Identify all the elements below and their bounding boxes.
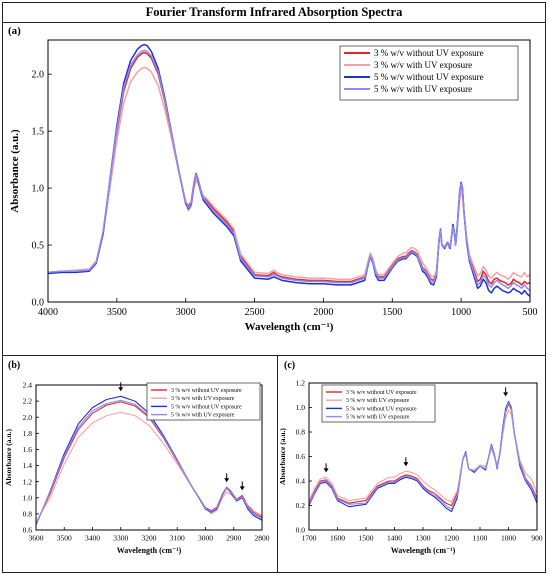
arrow-head-b bbox=[224, 478, 229, 482]
series-line-b-2 bbox=[36, 412, 262, 522]
y-tick-label-a: 1.5 bbox=[32, 127, 45, 138]
x-tick-label-c: 1600 bbox=[330, 534, 345, 543]
y-tick-label-c: 0.6 bbox=[296, 452, 306, 461]
x-tick-label-b: 3400 bbox=[85, 534, 100, 543]
y-axis-label-c: Absorbance (a.u.) bbox=[278, 428, 287, 485]
x-tick-label-a: 2000 bbox=[313, 307, 333, 318]
x-tick-label-a: 2500 bbox=[245, 307, 265, 318]
x-axis-label-a: Wavelength (cm⁻¹) bbox=[245, 321, 334, 333]
legend-label-c-1: 3 % w/v without UV exposure bbox=[346, 390, 417, 396]
y-tick-label-c: 1.2 bbox=[296, 379, 306, 388]
y-tick-label-a: 0.5 bbox=[32, 241, 45, 252]
x-tick-label-c: 900 bbox=[531, 534, 543, 543]
y-tick-label-a: 0.0 bbox=[32, 298, 45, 309]
y-tick-label-c: 0.8 bbox=[296, 428, 306, 437]
x-tick-label-c: 1000 bbox=[501, 534, 516, 543]
y-tick-label-b: 1.8 bbox=[23, 429, 33, 438]
x-tick-label-a: 1000 bbox=[451, 307, 471, 318]
y-tick-label-b: 1.6 bbox=[23, 445, 33, 454]
x-tick-label-a: 500 bbox=[523, 307, 538, 318]
legend-label-c-2: 3 % w/v with UV exposure bbox=[346, 398, 410, 404]
arrow-head-c bbox=[503, 392, 508, 396]
legend-label-c-3: 5 % w/v without UV exposure bbox=[346, 406, 417, 412]
x-tick-label-b: 3200 bbox=[142, 534, 157, 543]
y-tick-label-c: 0.4 bbox=[296, 477, 306, 486]
y-axis-label-a: Absorbance (a.u.) bbox=[9, 129, 21, 213]
arrow-head-b bbox=[240, 486, 245, 490]
y-tick-label-c: 0.0 bbox=[296, 526, 306, 535]
x-axis-label-c: Wavelength (cm⁻¹) bbox=[391, 546, 456, 555]
legend-label-a-1: 3 % w/v without UV exposure bbox=[374, 48, 484, 58]
y-tick-label-b: 0.6 bbox=[23, 526, 33, 535]
y-tick-label-b: 1.0 bbox=[23, 493, 33, 502]
y-tick-label-c: 0.2 bbox=[296, 501, 306, 510]
x-tick-label-b: 3500 bbox=[57, 534, 72, 543]
y-tick-label-b: 1.4 bbox=[23, 461, 33, 470]
x-tick-label-a: 1500 bbox=[382, 307, 402, 318]
arrow-head-c bbox=[324, 468, 329, 472]
x-tick-label-b: 3100 bbox=[170, 534, 185, 543]
x-tick-label-a: 3500 bbox=[107, 307, 127, 318]
y-tick-label-b: 2.4 bbox=[23, 381, 33, 390]
y-tick-label-c: 1.0 bbox=[296, 403, 306, 412]
y-tick-label-a: 2.0 bbox=[32, 70, 45, 81]
legend-label-b-4: 5 % w/v with UV exposure bbox=[171, 413, 235, 419]
x-tick-label-b: 3300 bbox=[113, 534, 128, 543]
arrow-head-c bbox=[403, 462, 408, 466]
x-tick-label-c: 1400 bbox=[387, 534, 402, 543]
legend-label-b-2: 3 % w/v with UV exposure bbox=[171, 396, 235, 402]
y-axis-label-b: Absorbance (a.u.) bbox=[4, 429, 13, 486]
x-tick-label-b: 3000 bbox=[198, 534, 213, 543]
legend-label-a-4: 5 % w/v with UV exposure bbox=[374, 84, 472, 94]
legend-label-a-3: 5 % w/v without UV exposure bbox=[374, 72, 484, 82]
legend-label-c-4: 5 % w/v with UV exposure bbox=[346, 415, 410, 421]
x-tick-label-c: 1700 bbox=[302, 534, 317, 543]
panel-label-a: (a) bbox=[8, 25, 21, 37]
arrow-head-b bbox=[118, 387, 123, 391]
legend-label-a-2: 3 % w/v with UV exposure bbox=[374, 60, 472, 70]
y-tick-label-b: 1.2 bbox=[23, 477, 33, 486]
panel-label-c: (c) bbox=[284, 360, 295, 371]
x-tick-label-c: 1100 bbox=[473, 534, 488, 543]
x-tick-label-a: 3000 bbox=[176, 307, 196, 318]
panel-label-b: (b) bbox=[8, 360, 20, 371]
y-tick-label-b: 0.8 bbox=[23, 510, 33, 519]
x-tick-label-a: 4000 bbox=[38, 307, 58, 318]
y-tick-label-b: 2.0 bbox=[23, 413, 33, 422]
x-tick-label-c: 1200 bbox=[444, 534, 459, 543]
legend-label-b-1: 3 % w/v without UV exposure bbox=[171, 388, 242, 394]
y-tick-label-b: 2.2 bbox=[23, 397, 33, 406]
x-tick-label-c: 1500 bbox=[359, 534, 374, 543]
y-tick-label-a: 1.0 bbox=[32, 184, 45, 195]
x-tick-label-b: 3600 bbox=[29, 534, 44, 543]
legend-label-b-3: 5 % w/v without UV exposure bbox=[171, 404, 242, 410]
x-axis-label-b: Wavelength (cm⁻¹) bbox=[117, 546, 182, 555]
x-tick-label-b: 2800 bbox=[255, 534, 270, 543]
x-tick-label-c: 1300 bbox=[416, 534, 431, 543]
x-tick-label-b: 2900 bbox=[226, 534, 241, 543]
